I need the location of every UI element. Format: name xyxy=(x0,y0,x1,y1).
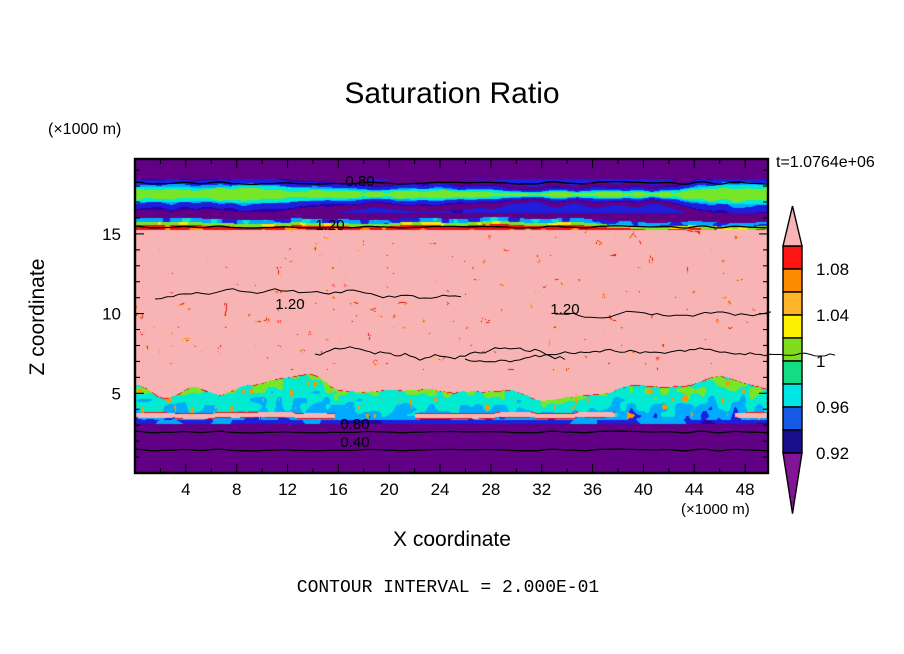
svg-text:40: 40 xyxy=(634,480,653,499)
svg-text:X coordinate: X coordinate xyxy=(393,528,511,551)
svg-text:1.04: 1.04 xyxy=(816,306,849,325)
svg-text:1.20: 1.20 xyxy=(550,301,579,318)
svg-text:0.80: 0.80 xyxy=(340,416,369,433)
svg-text:1.20: 1.20 xyxy=(275,296,304,313)
svg-text:1.20: 1.20 xyxy=(315,217,344,234)
svg-text:Z coordinate: Z coordinate xyxy=(26,259,49,376)
svg-text:24: 24 xyxy=(431,480,450,499)
svg-text:16: 16 xyxy=(329,480,348,499)
svg-text:36: 36 xyxy=(583,480,602,499)
svg-text:(×1000 m): (×1000 m) xyxy=(681,501,750,518)
svg-text:0.92: 0.92 xyxy=(816,444,849,463)
svg-text:48: 48 xyxy=(736,480,755,499)
svg-text:12: 12 xyxy=(278,480,297,499)
svg-text:(×1000 m): (×1000 m) xyxy=(48,121,121,138)
svg-text:44: 44 xyxy=(685,480,704,499)
svg-text:10: 10 xyxy=(102,305,121,324)
svg-text:5: 5 xyxy=(112,384,121,403)
svg-text:1.08: 1.08 xyxy=(816,260,849,279)
svg-text:32: 32 xyxy=(532,480,551,499)
svg-text:20: 20 xyxy=(380,480,399,499)
svg-text:0.80: 0.80 xyxy=(345,173,374,190)
svg-text:Saturation Ratio: Saturation Ratio xyxy=(344,77,559,110)
svg-text:0.40: 0.40 xyxy=(340,434,369,451)
svg-text:28: 28 xyxy=(481,480,500,499)
svg-text:4: 4 xyxy=(181,480,190,499)
svg-text:15: 15 xyxy=(102,225,121,244)
svg-text:8: 8 xyxy=(232,480,241,499)
svg-text:t=1.0764e+06: t=1.0764e+06 xyxy=(776,154,875,171)
svg-text:1: 1 xyxy=(816,352,825,371)
svg-text:CONTOUR INTERVAL = 2.000E-01: CONTOUR INTERVAL = 2.000E-01 xyxy=(297,578,599,598)
svg-text:0.96: 0.96 xyxy=(816,398,849,417)
